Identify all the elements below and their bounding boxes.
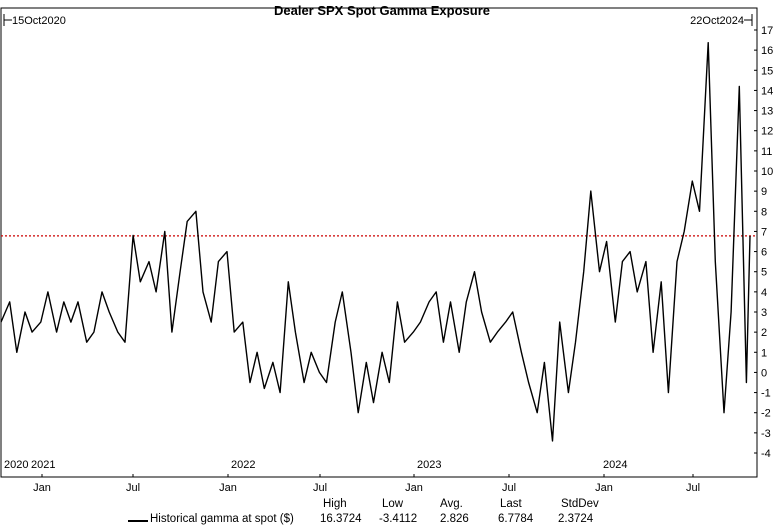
month-axis: Jan Jul Jan Jul Jan Jul Jan Jul [33, 474, 700, 494]
x-tick-label: Jul [313, 482, 327, 494]
y-tick-label: 7 [761, 226, 767, 238]
legend-header-last: Last [500, 498, 522, 510]
y-tick-label: 14 [761, 85, 773, 97]
y-tick-label: 12 [761, 126, 773, 138]
plot-frame [0, 7, 758, 478]
y-tick-label: 1 [761, 347, 767, 359]
legend-header-high: High [323, 498, 347, 510]
x-tick-label: Jan [219, 482, 237, 494]
y-tick-label: 2 [761, 327, 767, 339]
y-tick-label: 15 [761, 65, 773, 77]
x-tick-label: Jul [686, 482, 700, 494]
end-marker [744, 14, 753, 26]
legend-header-low: Low [382, 498, 404, 510]
year-label: 2022 [231, 459, 255, 471]
y-tick-label: 0 [761, 367, 767, 379]
y-tick-label: 6 [761, 247, 767, 259]
x-tick-label: Jan [405, 482, 423, 494]
y-tick-label: 3 [761, 307, 767, 319]
y-tick-label: -4 [761, 448, 771, 460]
legend-header-avg: Avg. [440, 498, 463, 510]
y-tick-label: 16 [761, 45, 773, 57]
x-tick-label: Jul [126, 482, 140, 494]
legend-value-last: 6.7784 [498, 513, 534, 525]
start-date-label: 15Oct2020 [12, 15, 66, 27]
legend-value-high: 16.3724 [320, 513, 362, 525]
year-labels: 2020 2021 2022 2023 2024 [4, 459, 627, 471]
year-label: 2020 [4, 459, 28, 471]
legend-value-low: -3.4112 [379, 513, 418, 525]
x-tick-label: Jan [595, 482, 613, 494]
legend-value-avg: 2.826 [440, 513, 469, 525]
y-tick-label: -2 [761, 408, 771, 420]
y-tick-label: 4 [761, 287, 767, 299]
year-label: 2021 [31, 459, 55, 471]
x-tick-label: Jul [502, 482, 516, 494]
y-tick-label: 8 [761, 206, 767, 218]
y-tick-label: 5 [761, 267, 767, 279]
legend-stats: High Low Avg. Last StdDev Historical gam… [0, 496, 777, 528]
y-tick-label: -3 [761, 428, 771, 440]
year-label: 2023 [417, 459, 441, 471]
y-tick-label: -1 [761, 388, 771, 400]
x-tick-label: Jan [33, 482, 51, 494]
y-tick-label: 10 [761, 166, 773, 178]
y-tick-label: 17 [761, 25, 773, 37]
legend-header-stddev: StdDev [561, 498, 599, 510]
y-tick-label: 9 [761, 186, 767, 198]
year-label: 2024 [603, 459, 627, 471]
legend-series-label: Historical gamma at spot ($) [150, 513, 294, 525]
y-tick-label: 13 [761, 106, 773, 118]
start-marker [3, 14, 12, 26]
end-date-label: 22Oct2024 [690, 15, 744, 27]
y-tick-label: 11 [761, 146, 772, 158]
legend-value-stddev: 2.3724 [558, 513, 594, 525]
chart-title: Dealer SPX Spot Gamma Exposure [274, 3, 490, 18]
legend-swatch [128, 520, 148, 522]
series-line [0, 42, 751, 442]
